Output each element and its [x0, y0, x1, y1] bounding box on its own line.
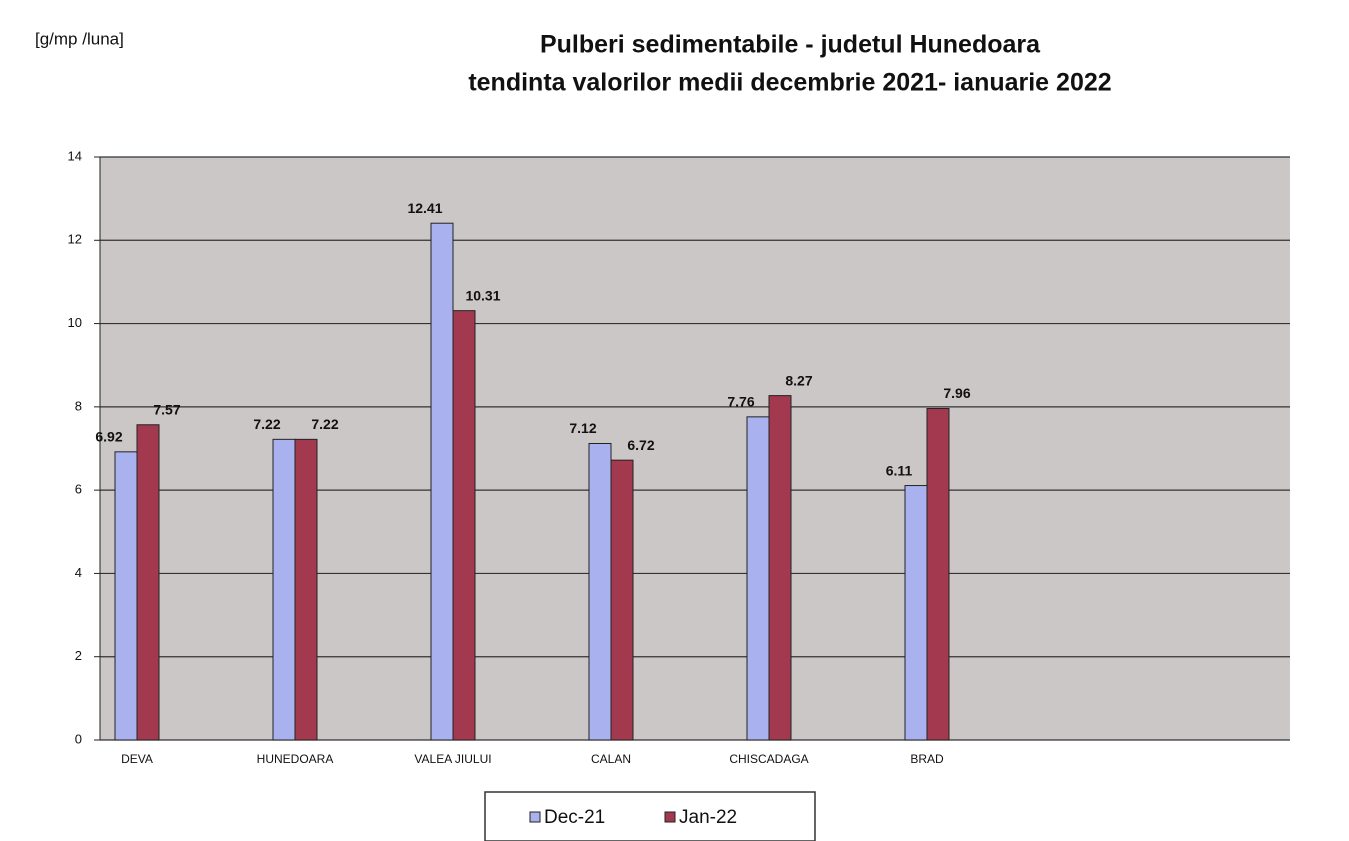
value-label: 7.76: [727, 394, 754, 410]
legend-label: Dec-21: [544, 807, 605, 828]
x-tick-label: HUNEDOARA: [257, 752, 334, 766]
x-tick-label: CALAN: [591, 752, 631, 766]
value-label: 10.31: [465, 287, 500, 303]
bar: [294, 438, 318, 741]
y-tick-label: 0: [75, 731, 82, 746]
bar: [768, 395, 792, 741]
legend-label: Jan-22: [679, 807, 737, 828]
y-tick-label: 10: [68, 315, 82, 330]
y-axis-label: [g/mp /luna]: [35, 29, 124, 48]
value-label: 12.41: [407, 200, 442, 216]
bar: [904, 485, 928, 741]
chart-subtitle: tendinta valorilor medii decembrie 2021-…: [468, 69, 1111, 97]
legend-swatch: [529, 811, 541, 823]
chart-title: Pulberi sedimentabile - judetul Hunedoar…: [540, 31, 1041, 59]
bar: [610, 459, 634, 741]
value-label: 7.22: [311, 416, 338, 432]
value-label: 8.27: [785, 372, 812, 388]
value-label: 6.11: [886, 462, 913, 478]
bar: [746, 416, 770, 741]
x-tick-label: BRAD: [910, 752, 944, 766]
x-tick-label: CHISCADAGA: [729, 752, 808, 766]
bar: [272, 438, 296, 741]
x-tick-label: DEVA: [121, 752, 153, 766]
y-tick-label: 8: [75, 398, 82, 413]
bar: [452, 310, 476, 741]
y-tick-label: 2: [75, 648, 82, 663]
bar: [114, 451, 138, 741]
value-label: 6.92: [95, 429, 122, 445]
value-label: 7.12: [569, 420, 596, 436]
bar: [136, 424, 160, 741]
value-label: 7.96: [943, 385, 970, 401]
y-tick-label: 14: [68, 148, 82, 163]
y-tick-label: 6: [75, 482, 82, 497]
bar: [430, 222, 454, 741]
bar: [588, 443, 612, 741]
bar: [926, 408, 950, 741]
legend-swatch: [664, 811, 676, 823]
y-tick-label: 4: [75, 565, 82, 580]
value-label: 6.72: [627, 437, 654, 453]
y-tick-label: 12: [68, 232, 82, 247]
value-label: 7.22: [253, 416, 280, 432]
value-label: 7.57: [153, 401, 180, 417]
x-tick-label: VALEA JIULUI: [414, 752, 491, 766]
